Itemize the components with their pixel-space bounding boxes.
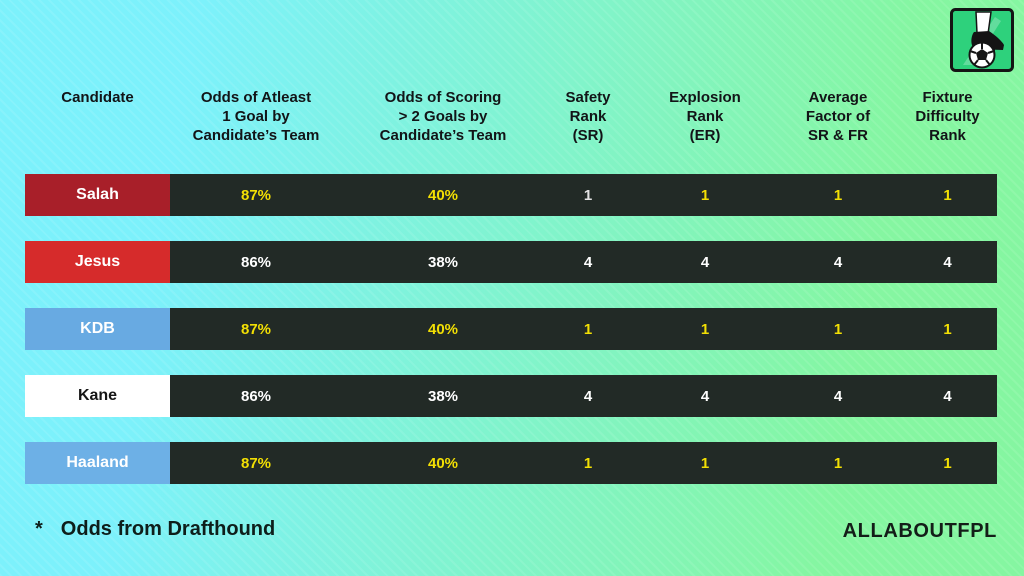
candidate-label: Jesus bbox=[25, 241, 170, 283]
allaboutfpl-logo bbox=[949, 7, 1015, 73]
rank-value: 4 bbox=[583, 387, 593, 405]
rank-value: 1 bbox=[833, 320, 843, 338]
odds-value: 40% bbox=[427, 320, 459, 338]
header-candidate: Candidate bbox=[61, 89, 134, 106]
rank-value: 4 bbox=[943, 253, 952, 271]
rank-value: 1 bbox=[583, 320, 593, 338]
header-odds-1-goal: Odds of Atleast 1 Goal by Candidate’s Te… bbox=[192, 89, 320, 144]
rank-value: 4 bbox=[833, 253, 843, 271]
rank-value: 1 bbox=[833, 454, 843, 472]
odds-value: 86% bbox=[240, 387, 272, 405]
rank-value: 4 bbox=[700, 253, 710, 271]
table-row: Salah 87% 40% 1 1 1 1 bbox=[25, 174, 997, 216]
footnote-asterisk: * bbox=[35, 518, 43, 540]
header-odds-2-goals: Odds of Scoring > 2 Goals by Candidate’s… bbox=[379, 89, 507, 144]
odds-value: 40% bbox=[427, 454, 459, 472]
candidates-table: Salah 87% 40% 1 1 1 1 Jesus 86% 38% 4 4 … bbox=[25, 174, 997, 484]
header-explosion-rank: Explosion Rank (ER) bbox=[669, 89, 741, 144]
rank-value: 1 bbox=[943, 320, 952, 338]
table-row: Haaland 87% 40% 1 1 1 1 bbox=[25, 442, 997, 484]
rank-value: 1 bbox=[943, 186, 952, 204]
table-row: KDB 87% 40% 1 1 1 1 bbox=[25, 308, 997, 350]
rank-value: 1 bbox=[583, 454, 593, 472]
rank-value: 4 bbox=[583, 253, 593, 271]
odds-value: 87% bbox=[240, 186, 272, 204]
table-row: Jesus 86% 38% 4 4 4 4 bbox=[25, 241, 997, 283]
odds-value: 87% bbox=[240, 320, 272, 338]
header-safety-rank: Safety Rank (SR) bbox=[565, 89, 611, 144]
candidate-label: Haaland bbox=[25, 442, 170, 484]
rank-value: 1 bbox=[833, 186, 843, 204]
candidate-label: Salah bbox=[25, 174, 170, 216]
footnote: * Odds from Drafthound bbox=[35, 518, 275, 541]
odds-value: 38% bbox=[427, 253, 459, 271]
table-row: Kane 86% 38% 4 4 4 4 bbox=[25, 375, 997, 417]
rank-value: 1 bbox=[700, 454, 710, 472]
rank-value: 4 bbox=[833, 387, 843, 405]
boot-ball-icon bbox=[950, 8, 1014, 72]
odds-value: 38% bbox=[427, 387, 459, 405]
rank-value: 1 bbox=[943, 454, 952, 472]
header-fixture-difficulty: Fixture Difficulty Rank bbox=[915, 89, 980, 144]
candidate-label: KDB bbox=[25, 308, 170, 350]
odds-value: 40% bbox=[427, 186, 459, 204]
rank-value: 1 bbox=[700, 186, 710, 204]
rank-value: 4 bbox=[700, 387, 710, 405]
table-header: Candidate Odds of Atleast 1 Goal by Cand… bbox=[25, 88, 997, 145]
footnote-text: Odds from Drafthound bbox=[60, 518, 276, 540]
odds-value: 87% bbox=[240, 454, 272, 472]
rank-value: 1 bbox=[700, 320, 710, 338]
odds-value: 86% bbox=[240, 253, 272, 271]
candidate-label: Kane bbox=[25, 375, 170, 417]
rank-value: 1 bbox=[583, 186, 593, 204]
brand-wordmark: ALLABOUTFPL bbox=[842, 520, 997, 542]
rank-value: 4 bbox=[943, 387, 952, 405]
header-average-factor: Average Factor of SR & FR bbox=[805, 89, 871, 144]
